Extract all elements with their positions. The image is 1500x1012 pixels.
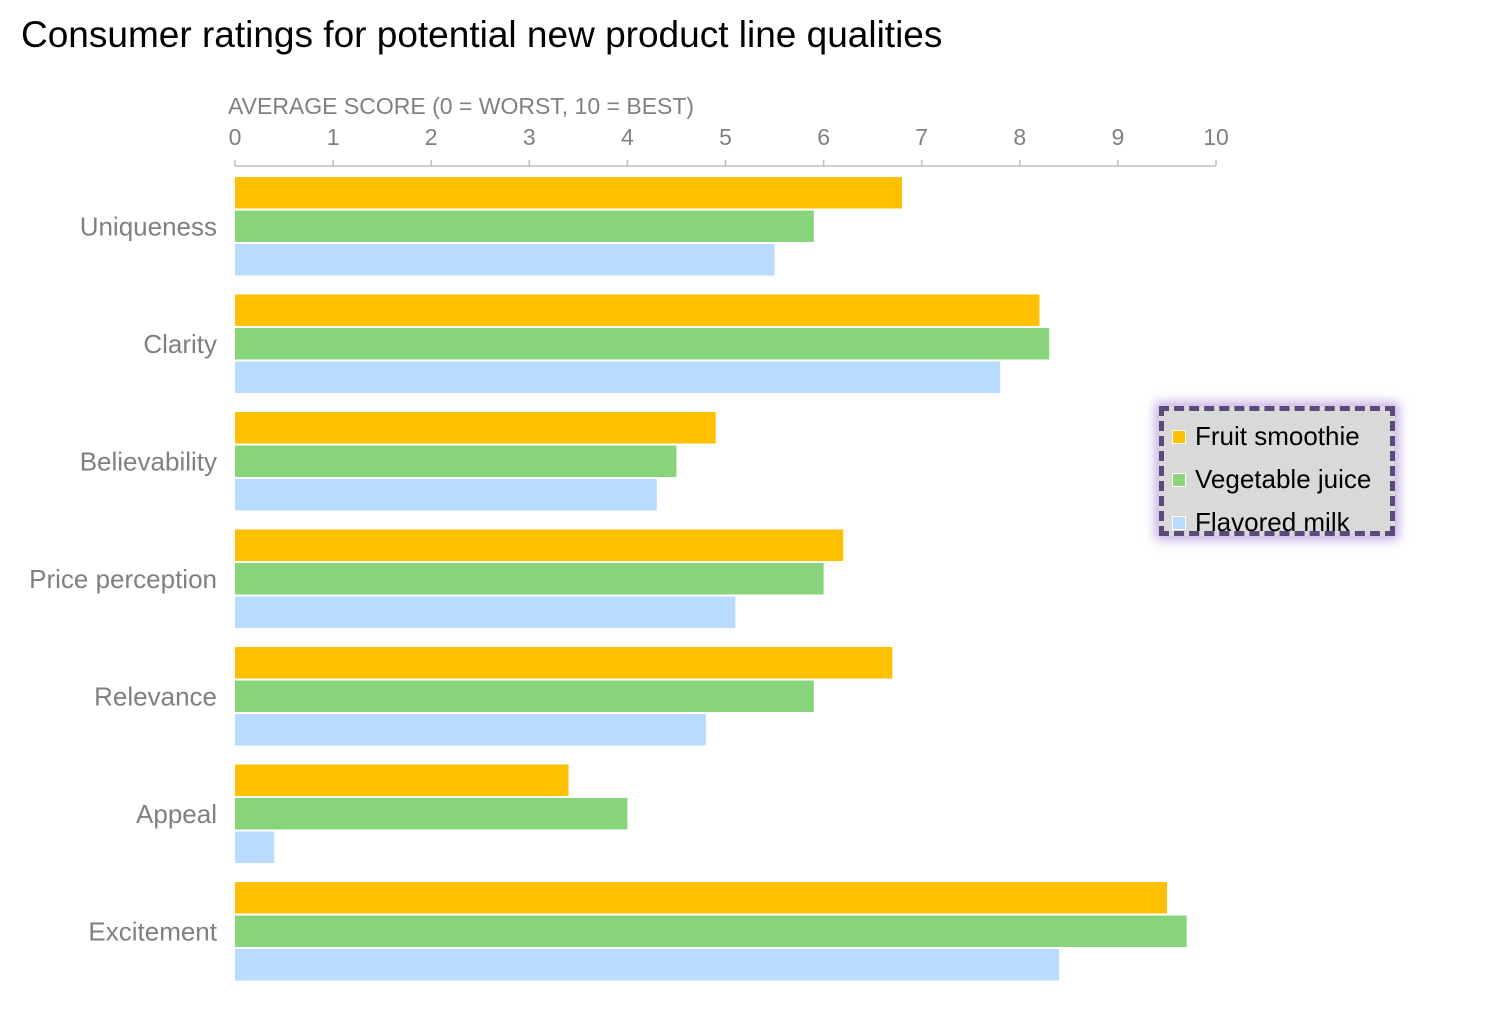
bar-vegetable-juice-uniqueness	[235, 210, 814, 242]
legend-label-fruit-smoothie: Fruit smoothie	[1195, 421, 1360, 451]
bars	[235, 177, 1187, 981]
bar-flavored-milk-believability	[235, 479, 657, 511]
category-label-believability: Believability	[80, 446, 217, 476]
x-axis: 0 1 2 3 4 5 6 7 8 9 10	[229, 124, 1229, 167]
x-tick-label: 3	[523, 124, 536, 150]
legend-label-vegetable-juice: Vegetable juice	[1195, 464, 1372, 494]
bar-vegetable-juice-relevance	[235, 680, 814, 712]
x-tick-label: 6	[817, 124, 830, 150]
bar-flavored-milk-clarity	[235, 361, 1001, 393]
category-label-appeal: Appeal	[136, 799, 217, 829]
legend-item: Fruit smoothie	[1172, 415, 1390, 458]
category-labels: Uniqueness Clarity Believability Price perc…	[29, 211, 218, 946]
category-label-excitement: Excitement	[88, 916, 217, 946]
legend-swatch-flavored-milk	[1172, 515, 1186, 530]
bar-vegetable-juice-appeal	[235, 798, 628, 830]
bar-flavored-milk-price-perception	[235, 596, 736, 628]
x-tick-label: 1	[327, 124, 340, 150]
legend-label-flavored-milk: Flavored milk	[1195, 507, 1350, 537]
bar-flavored-milk-appeal	[235, 831, 275, 863]
bar-fruit-smoothie-appeal	[235, 764, 569, 796]
x-tick-label: 0	[229, 124, 242, 150]
bar-fruit-smoothie-believability	[235, 412, 716, 444]
category-label-clarity: Clarity	[143, 329, 217, 359]
bar-vegetable-juice-believability	[235, 445, 677, 477]
bar-flavored-milk-excitement	[235, 949, 1060, 981]
x-tick-label: 2	[425, 124, 438, 150]
category-label-price-perception: Price perception	[29, 564, 217, 594]
category-label-relevance: Relevance	[94, 681, 217, 711]
bar-fruit-smoothie-uniqueness	[235, 177, 903, 209]
x-axis-title: AVERAGE SCORE (0 = WORST, 10 = BEST)	[228, 93, 694, 119]
bar-vegetable-juice-price-perception	[235, 563, 824, 595]
x-tick-label: 4	[621, 124, 634, 150]
legend-swatch-vegetable-juice	[1172, 472, 1186, 487]
bar-fruit-smoothie-relevance	[235, 647, 893, 679]
bar-flavored-milk-uniqueness	[235, 244, 775, 276]
x-tick-label: 5	[719, 124, 732, 150]
legend-item: Vegetable juice	[1172, 458, 1390, 501]
bar-flavored-milk-relevance	[235, 714, 706, 746]
legend-item: Flavored milk	[1172, 501, 1390, 544]
x-tick-label: 9	[1112, 124, 1125, 150]
x-tick-label: 10	[1203, 124, 1229, 150]
x-tick-label: 7	[915, 124, 928, 150]
bar-fruit-smoothie-price-perception	[235, 529, 844, 561]
x-tick-label: 8	[1013, 124, 1026, 150]
legend-swatch-fruit-smoothie	[1172, 429, 1186, 444]
bar-vegetable-juice-excitement	[235, 915, 1187, 947]
category-label-uniqueness: Uniqueness	[80, 211, 217, 241]
bar-fruit-smoothie-excitement	[235, 882, 1167, 914]
legend: Fruit smoothie Vegetable juice Flavored …	[1159, 406, 1395, 537]
bar-vegetable-juice-clarity	[235, 328, 1050, 360]
bar-fruit-smoothie-clarity	[235, 294, 1040, 326]
chart-title: Consumer ratings for potential new produ…	[21, 14, 943, 55]
